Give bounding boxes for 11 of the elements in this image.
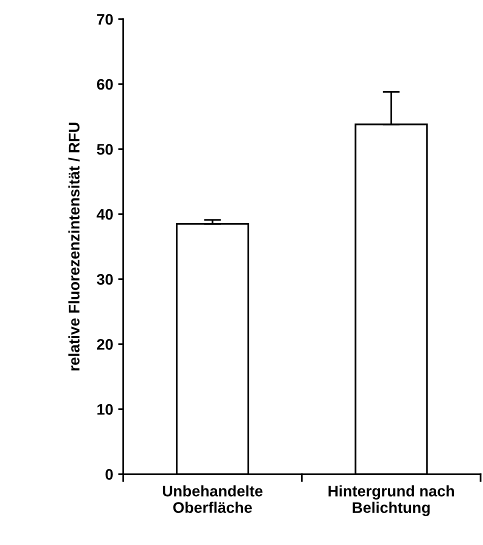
y-tick-label: 50 [96, 144, 113, 155]
y-axis-title: relative Fluorezenzintensität / RFU [68, 122, 80, 370]
y-tick-label: 60 [97, 78, 113, 90]
x-tick-label: Unbehandelte Oberfläche [162, 485, 263, 513]
y-tick-label: 70 [97, 14, 113, 25]
y-tick-label: 0 [106, 469, 113, 480]
y-tick-label: 40 [96, 208, 113, 220]
x-tick-label: Hintergrund nach Belichtung [328, 485, 454, 516]
y-tick-label: 30 [96, 274, 113, 285]
y-tick-label: 10 [97, 404, 113, 415]
y-tick-label: 20 [96, 338, 113, 350]
